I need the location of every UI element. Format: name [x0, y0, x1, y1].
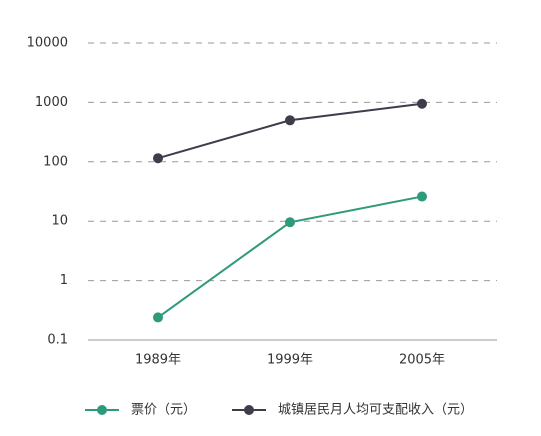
legend-label: 城镇居民月人均可支配收入（元） — [278, 403, 473, 418]
y-tick-label: 10 — [51, 214, 68, 229]
y-tick-label: 1000 — [35, 95, 68, 110]
x-tick-label: 1989年 — [135, 353, 181, 368]
legend-marker — [244, 405, 254, 415]
legend-marker — [97, 405, 107, 415]
series-line — [157, 102, 423, 160]
data-point — [417, 191, 427, 202]
series-line — [157, 195, 423, 319]
y-tick-label: 100 — [43, 154, 68, 169]
data-point — [153, 153, 163, 164]
legend-label: 票价（元） — [131, 403, 196, 418]
data-point — [153, 312, 163, 323]
y-tick-label: 1 — [60, 273, 68, 288]
data-point — [417, 98, 427, 109]
x-tick-label: 1999年 — [267, 353, 313, 368]
data-point — [285, 115, 295, 126]
data-point — [285, 217, 295, 228]
x-tick-label: 2005年 — [399, 353, 445, 368]
y-tick-label: 0.1 — [47, 333, 68, 348]
y-tick-label: 10000 — [27, 36, 68, 51]
